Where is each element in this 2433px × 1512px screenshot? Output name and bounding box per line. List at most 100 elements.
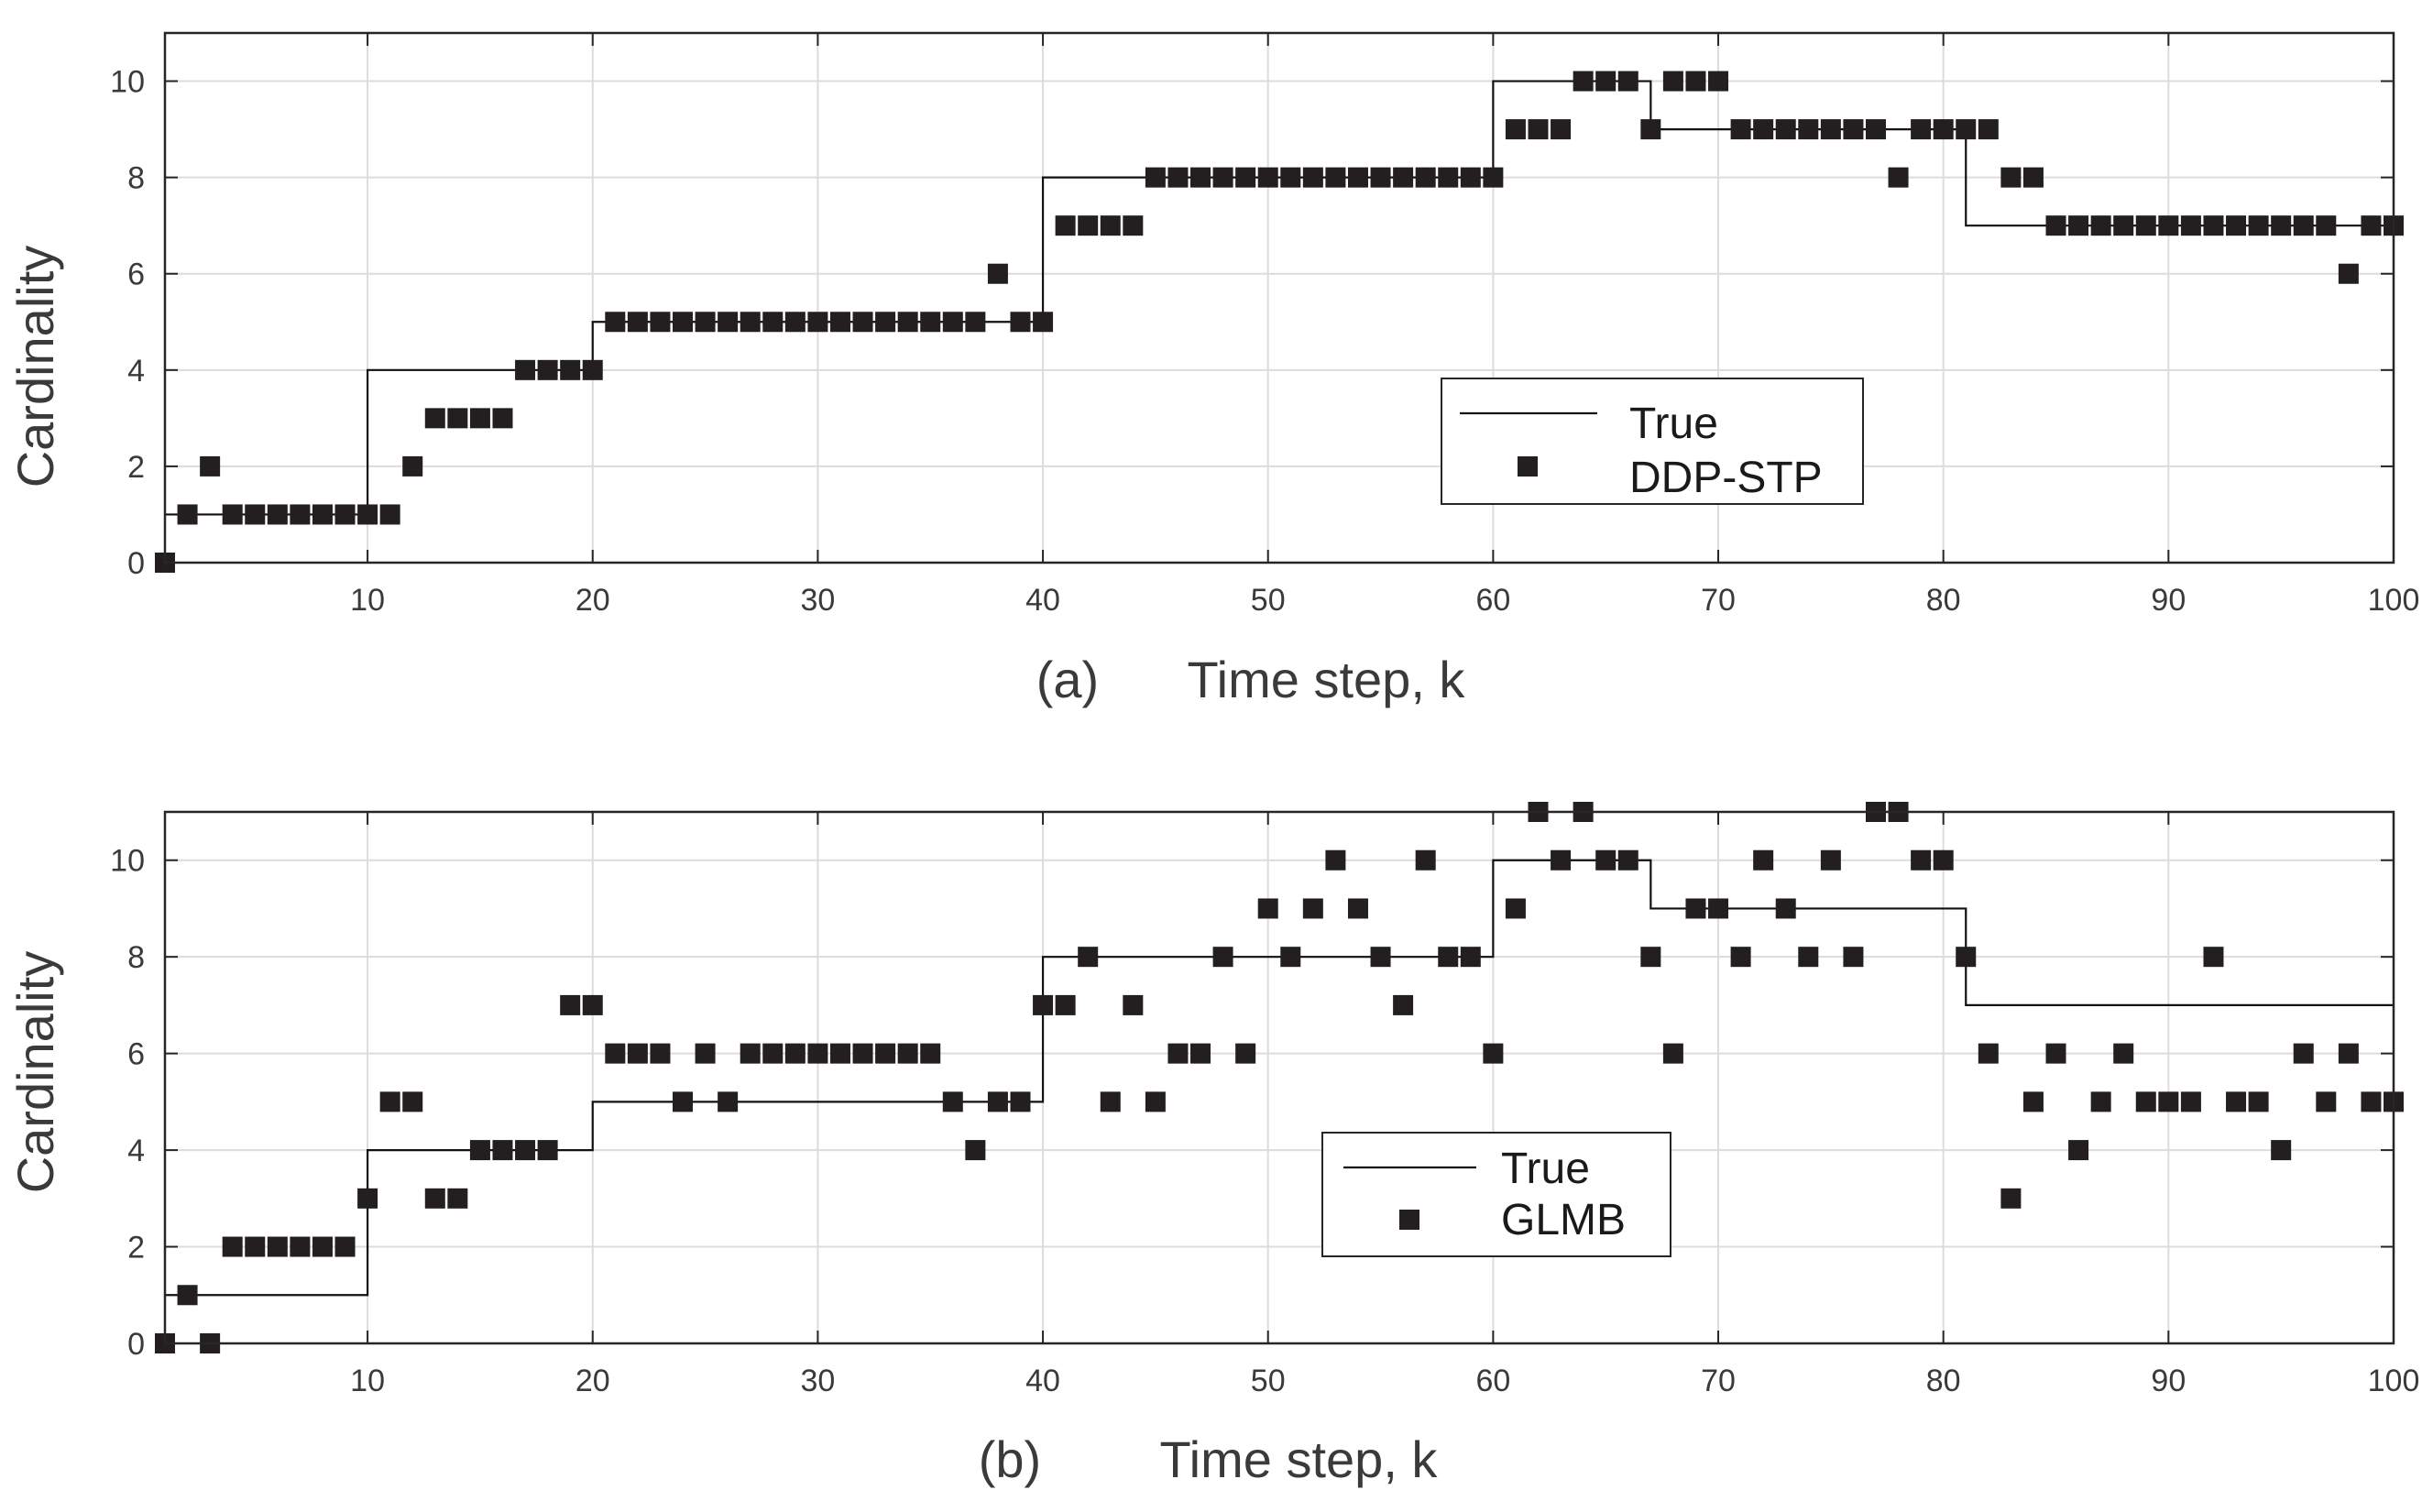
glmb-marker <box>290 1236 311 1257</box>
glmb-marker <box>1167 1043 1189 1064</box>
y-tick-label: 0 <box>127 546 145 581</box>
ddp-stp-marker <box>1978 119 1999 140</box>
chart-panel-b: 10 20 30 40 50 60 70 80 90 100 0 2 4 6 8 10 Cardinality… <box>6 802 2419 1488</box>
glmb-marker <box>537 1140 558 1161</box>
ddp-stp-marker <box>2248 215 2269 236</box>
ddp-stp-marker <box>1820 119 1841 140</box>
chart-panel-a: 10 20 30 40 50 60 70 80 90 100 0 2 4 6 8 10 Cardinality… <box>6 31 2419 708</box>
ddp-stp-marker <box>2045 215 2066 236</box>
ddp-stp-marker <box>537 359 558 380</box>
glmb-marker <box>942 1091 963 1112</box>
glmb-marker <box>1978 1043 1999 1064</box>
ddp-stp-marker <box>2180 215 2201 236</box>
glmb-marker <box>2022 1091 2044 1112</box>
ddp-stp-marker <box>987 263 1008 284</box>
ddp-stp-marker <box>1280 167 1301 188</box>
ddp-stp-marker <box>469 408 490 429</box>
ddp-stp-marker <box>1325 167 1346 188</box>
ddp-stp-marker <box>560 359 581 380</box>
y-tick-label: 8 <box>127 940 145 975</box>
true-step-line-group <box>165 80 2394 516</box>
y-tick-label: 10 <box>110 65 145 100</box>
ddp-stp-marker <box>1551 119 1572 140</box>
ddp-stp-marker <box>2068 215 2089 236</box>
ddp-stp-marker <box>1730 119 1751 140</box>
ddp-stp-marker <box>1190 167 1211 188</box>
glmb-marker <box>1393 994 1414 1015</box>
glmb-marker <box>1505 898 1526 919</box>
x-tick-label: 30 <box>800 583 835 618</box>
glmb-marker <box>1551 849 1572 871</box>
glmb-marker <box>875 1043 896 1064</box>
true-step-line <box>165 859 2394 1297</box>
glmb-marker <box>245 1236 266 1257</box>
glmb-marker <box>695 1043 716 1064</box>
ddp-stp-marker <box>1573 71 1594 92</box>
ddp-stp-marker <box>852 312 873 333</box>
glmb-marker <box>2068 1140 2089 1161</box>
x-tick-label: 70 <box>1701 1364 1736 1398</box>
ddp-stp-marker <box>1415 167 1436 188</box>
ddp-stp-marker <box>1865 119 1886 140</box>
glmb-marker <box>1640 947 1661 968</box>
panel-label: (b) <box>979 1430 1041 1488</box>
ddp-stp-marker <box>1483 167 1504 188</box>
glmb-marker <box>1325 849 1346 871</box>
ddp-stp-marker <box>1888 167 1909 188</box>
glmb-marker <box>1820 849 1841 871</box>
glmb-marker <box>402 1091 423 1112</box>
glmb-marker <box>447 1188 468 1209</box>
ddp-stp-marker <box>245 504 266 525</box>
ddp-stp-marker <box>1347 167 1368 188</box>
glmb-marker <box>807 1043 828 1064</box>
glmb-marker <box>1280 947 1301 968</box>
ddp-stp-marker <box>740 312 761 333</box>
glmb-marker <box>357 1188 378 1209</box>
x-tick-label: 90 <box>2151 1364 2186 1398</box>
glmb-marker <box>627 1043 648 1064</box>
ddp-stp-marker <box>605 312 626 333</box>
ddp-stp-marker <box>965 312 986 333</box>
x-axis-label: Time step, k <box>1160 1430 1439 1488</box>
ddp-stp-marker <box>2316 215 2337 236</box>
ddp-stp-marker <box>312 504 333 525</box>
ddp-stp-markers <box>155 71 2404 573</box>
legend-glmb-swatch <box>1399 1210 1419 1230</box>
grid-lines <box>165 33 2395 564</box>
glmb-marker <box>1257 898 1278 919</box>
glmb-marker <box>2271 1140 2292 1161</box>
ddp-stp-marker <box>2338 263 2359 284</box>
ddp-stp-marker <box>942 312 963 333</box>
y-tick-label: 8 <box>127 161 145 196</box>
x-tick-label: 50 <box>1251 1364 1286 1398</box>
ddp-stp-marker <box>1257 167 1278 188</box>
glmb-marker <box>1033 994 1054 1015</box>
glmb-marker <box>852 1043 873 1064</box>
ddp-stp-marker <box>650 312 671 333</box>
glmb-marker <box>1956 947 1977 968</box>
glmb-marker <box>2226 1091 2247 1112</box>
x-tick-label: 60 <box>1475 1364 1510 1398</box>
glmb-marker <box>1933 849 1954 871</box>
ddp-stp-marker <box>582 359 603 380</box>
ddp-stp-marker <box>897 312 918 333</box>
y-tick-label: 10 <box>110 844 145 879</box>
ddp-stp-marker <box>1167 167 1189 188</box>
legend-true-label: True <box>1629 400 1718 448</box>
x-tick-label: 80 <box>1926 1364 1961 1398</box>
ddp-stp-marker <box>1055 215 1076 236</box>
glmb-marker <box>1708 898 1729 919</box>
x-tick-label: 90 <box>2151 583 2186 618</box>
legend-box <box>1321 1132 1671 1257</box>
ddp-stp-marker <box>267 504 288 525</box>
glmb-marker <box>312 1236 333 1257</box>
ddp-stp-marker <box>762 312 784 333</box>
ddp-stp-marker <box>2090 215 2111 236</box>
glmb-marker <box>177 1285 198 1306</box>
glmb-marker <box>1235 1043 1256 1064</box>
ddp-stp-marker <box>2022 167 2044 188</box>
ddp-stp-marker <box>1640 119 1661 140</box>
glmb-marker <box>515 1140 536 1161</box>
glmb-marker <box>2113 1043 2134 1064</box>
